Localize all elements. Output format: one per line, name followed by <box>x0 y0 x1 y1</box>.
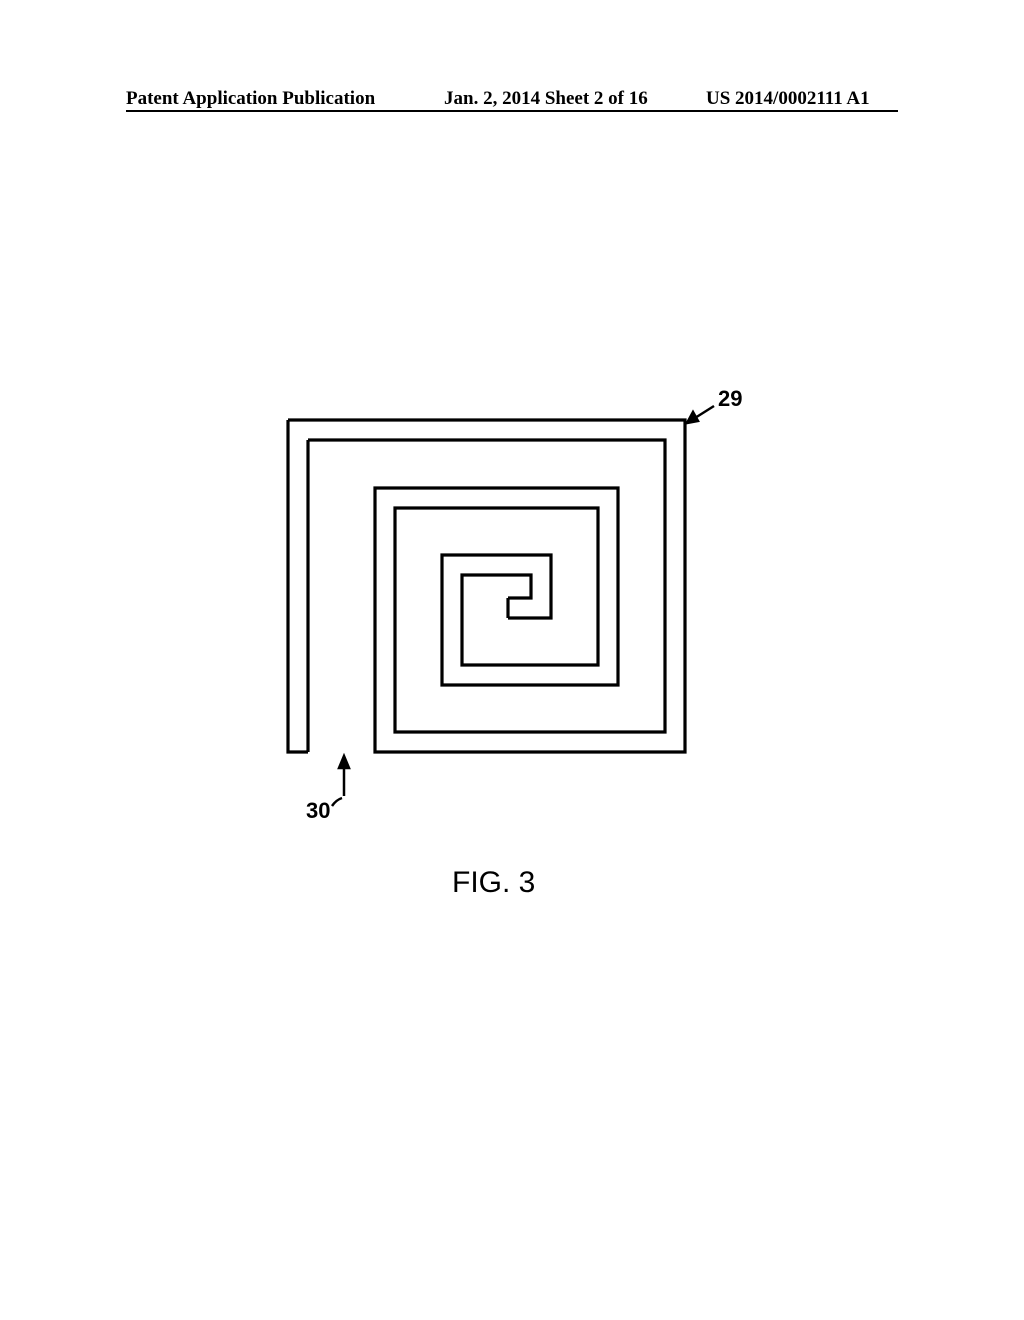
ref-arrow-30 <box>332 756 349 806</box>
figure-caption: FIG. 3 <box>452 866 535 900</box>
header-right: US 2014/0002111 A1 <box>706 88 870 110</box>
ref-label-29: 29 <box>718 386 742 412</box>
header-rule <box>126 110 898 112</box>
patent-page: Patent Application Publication Jan. 2, 2… <box>0 0 1024 1320</box>
ref-arrow-29 <box>687 406 714 423</box>
figure-3: 29 30 <box>262 400 762 870</box>
header-center: Jan. 2, 2014 Sheet 2 of 16 <box>444 88 648 110</box>
ref-label-30: 30 <box>306 798 330 824</box>
spiral-coil-diagram <box>262 400 762 870</box>
header-left: Patent Application Publication <box>126 88 375 110</box>
